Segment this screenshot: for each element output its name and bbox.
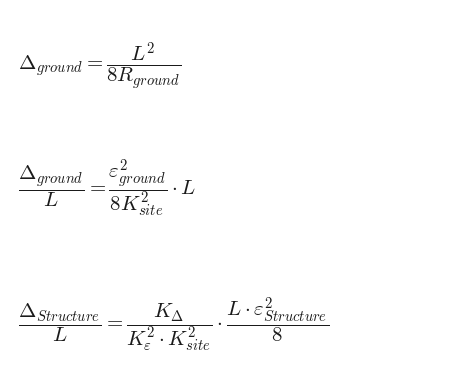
Text: $\dfrac{\Delta_{Structure}}{L} = \dfrac{K_{\Delta}}{K^2_{\varepsilon} \cdot K^2_: $\dfrac{\Delta_{Structure}}{L} = \dfrac{… bbox=[18, 296, 329, 355]
Text: $\Delta_{ground} = \dfrac{L^2}{8R_{ground}}$: $\Delta_{ground} = \dfrac{L^2}{8R_{groun… bbox=[18, 41, 181, 93]
Text: $\dfrac{\Delta_{ground}}{L} = \dfrac{\varepsilon^2_{ground}}{8K^2_{site}} \cdot : $\dfrac{\Delta_{ground}}{L} = \dfrac{\va… bbox=[18, 157, 197, 219]
